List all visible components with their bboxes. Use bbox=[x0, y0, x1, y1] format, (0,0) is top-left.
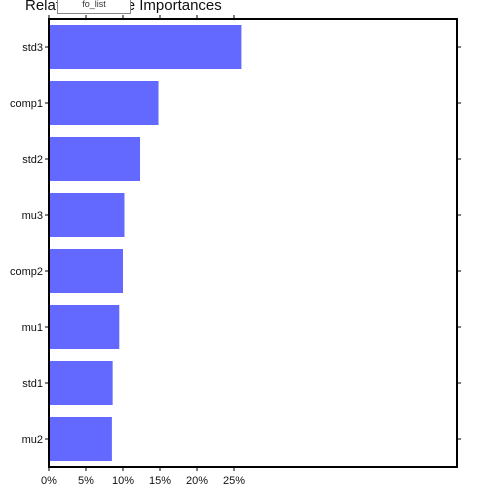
bar-mu1 bbox=[49, 305, 120, 349]
y-tick-label-std1: std1 bbox=[22, 378, 43, 390]
x-tick-label-0: 0% bbox=[41, 475, 57, 487]
y-tick-label-std3: std3 bbox=[22, 42, 43, 54]
plot-frame bbox=[48, 18, 458, 468]
y-tick-label-comp1: comp1 bbox=[10, 98, 43, 110]
bar-mu3 bbox=[49, 193, 125, 237]
bar-std1 bbox=[49, 361, 113, 405]
y-tick-label-mu2: mu2 bbox=[22, 434, 43, 446]
y-ticks-group: std3 comp1 std2 mu3 comp2 mu1 std1 mu2 bbox=[10, 42, 461, 446]
overlay-tab-label: fo_list bbox=[82, 0, 106, 9]
bar-comp2 bbox=[49, 249, 123, 293]
y-tick-label-std2: std2 bbox=[22, 154, 43, 166]
bar-mu2 bbox=[49, 417, 112, 461]
x-tick-label-15: 15% bbox=[149, 475, 171, 487]
bars-group bbox=[49, 25, 242, 461]
x-tick-label-25: 25% bbox=[223, 475, 245, 487]
y-tick-label-mu1: mu1 bbox=[22, 322, 43, 334]
bar-std3 bbox=[49, 25, 242, 69]
bar-comp1 bbox=[49, 81, 159, 125]
overlay-tab[interactable]: fo_list bbox=[57, 0, 131, 14]
x-tick-label-20: 20% bbox=[186, 475, 208, 487]
x-tick-label-5: 5% bbox=[78, 475, 94, 487]
bar-std2 bbox=[49, 137, 141, 181]
y-tick-label-comp2: comp2 bbox=[10, 266, 43, 278]
x-ticks-group: 0% 5% 10% 15% 20% 25% bbox=[41, 15, 245, 487]
x-tick-label-10: 10% bbox=[112, 475, 134, 487]
y-tick-label-mu3: mu3 bbox=[22, 210, 43, 222]
